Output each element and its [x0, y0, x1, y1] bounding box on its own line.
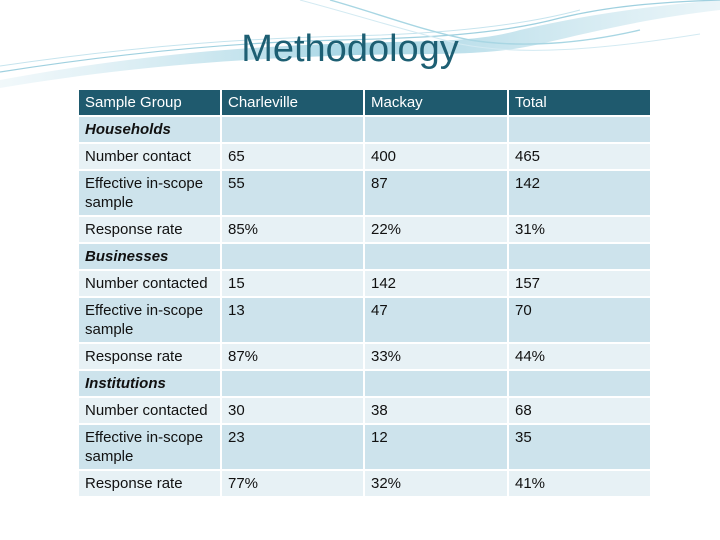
cell-total: 142: [507, 169, 652, 217]
cell-total: 44%: [507, 342, 652, 371]
row-label: Response rate: [77, 469, 222, 498]
cell-total: 157: [507, 269, 652, 298]
cell-mackay: 87: [363, 169, 509, 217]
table-row: Effective in-scope sample 13 47 70: [77, 296, 652, 344]
slide-title: Methodology: [241, 28, 459, 70]
cell-charleville: 65: [220, 142, 365, 171]
cell-charleville: 23: [220, 423, 365, 471]
cell-charleville: 85%: [220, 215, 365, 244]
cell-mackay: 47: [363, 296, 509, 344]
table-row: Response rate 77% 32% 41%: [77, 469, 652, 498]
cell-mackay: 38: [363, 396, 509, 425]
cell-total: 41%: [507, 469, 652, 498]
cell-mackay: 22%: [363, 215, 509, 244]
cell-total: 68: [507, 396, 652, 425]
row-label: Effective in-scope sample: [77, 296, 222, 344]
cell-charleville: 55: [220, 169, 365, 217]
cell-mackay: 32%: [363, 469, 509, 498]
table-row: Effective in-scope sample 55 87 142: [77, 169, 652, 217]
row-label: Effective in-scope sample: [77, 423, 222, 471]
cell-mackay: 142: [363, 269, 509, 298]
row-label: Number contacted: [77, 396, 222, 425]
cell-total: 465: [507, 142, 652, 171]
cell-mackay: 12: [363, 423, 509, 471]
table-row: Number contacted 30 38 68: [77, 396, 652, 425]
section-label: Institutions: [77, 369, 222, 398]
decorative-swoosh: [0, 0, 720, 88]
methodology-table: Sample Group Charleville Mackay Total Ho…: [77, 88, 652, 498]
table-row: Number contact 65 400 465: [77, 142, 652, 171]
table-header-row: Sample Group Charleville Mackay Total: [77, 88, 652, 117]
row-label: Number contacted: [77, 269, 222, 298]
section-row-institutions: Institutions: [77, 369, 652, 398]
cell-total: 31%: [507, 215, 652, 244]
cell-total: 70: [507, 296, 652, 344]
cell-charleville: 77%: [220, 469, 365, 498]
header-total: Total: [507, 88, 652, 117]
cell-mackay: 33%: [363, 342, 509, 371]
section-label: Businesses: [77, 242, 222, 271]
cell-mackay: 400: [363, 142, 509, 171]
table-row: Response rate 87% 33% 44%: [77, 342, 652, 371]
section-row-households: Households: [77, 115, 652, 144]
cell-total: 35: [507, 423, 652, 471]
header-sample-group: Sample Group: [77, 88, 222, 117]
section-label: Households: [77, 115, 222, 144]
row-label: Response rate: [77, 215, 222, 244]
cell-charleville: 13: [220, 296, 365, 344]
header-charleville: Charleville: [220, 88, 365, 117]
table-row: Effective in-scope sample 23 12 35: [77, 423, 652, 471]
header-mackay: Mackay: [363, 88, 509, 117]
cell-charleville: 87%: [220, 342, 365, 371]
cell-charleville: 15: [220, 269, 365, 298]
row-label: Response rate: [77, 342, 222, 371]
row-label: Effective in-scope sample: [77, 169, 222, 217]
table-row: Number contacted 15 142 157: [77, 269, 652, 298]
cell-charleville: 30: [220, 396, 365, 425]
section-row-businesses: Businesses: [77, 242, 652, 271]
table-row: Response rate 85% 22% 31%: [77, 215, 652, 244]
row-label: Number contact: [77, 142, 222, 171]
